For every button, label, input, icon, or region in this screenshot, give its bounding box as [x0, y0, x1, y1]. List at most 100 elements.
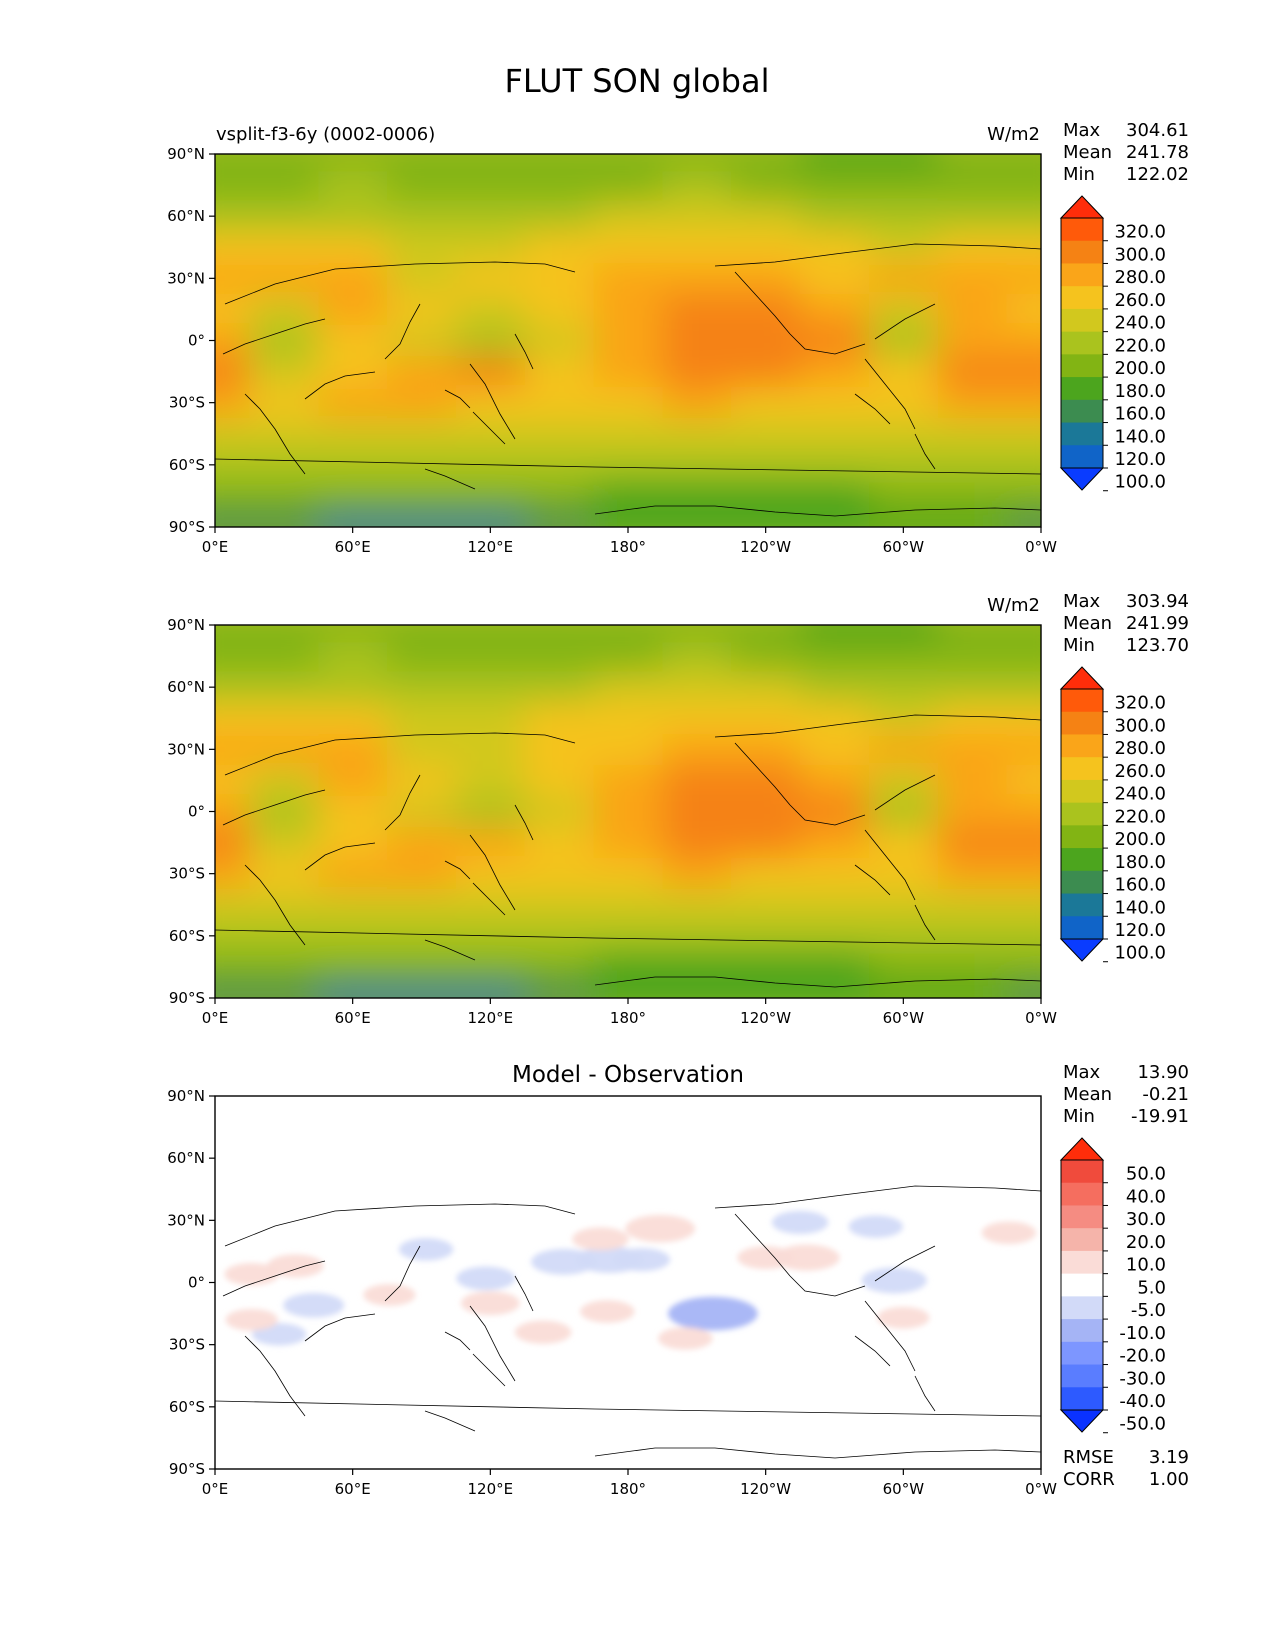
field-cell [731, 511, 802, 527]
stat-value: 303.94 [1126, 591, 1189, 612]
field-cell [800, 231, 870, 264]
field-cell [318, 702, 389, 735]
y-tick-label: 30°N [167, 1211, 205, 1229]
field-cell [800, 169, 870, 202]
colorbar-label: 5.0 [1137, 1277, 1166, 1298]
stat-value: 13.90 [1137, 1062, 1189, 1083]
field-cell [249, 154, 320, 171]
anomaly-patch [398, 1238, 454, 1261]
field-cell [593, 858, 664, 891]
field-cell [731, 951, 802, 984]
colorbar: 50.040.030.020.010.05.0-5.0-10.0-20.0-30… [1059, 1137, 1166, 1435]
field-cell [868, 640, 939, 673]
axis-ticks: 0°E 60°E 120°E 180° 120°W 60°W 0°W 90°N 60°N 30°N… [167, 145, 1057, 556]
field-layer [215, 625, 1041, 998]
colorbar-label: 20.0 [1126, 1232, 1166, 1253]
field-cell [662, 858, 733, 891]
field-cell [868, 356, 939, 389]
field-cell [593, 387, 664, 420]
field-cell [455, 982, 526, 998]
field-cell [455, 733, 526, 766]
field-cell [731, 231, 802, 264]
field-cell [215, 511, 251, 527]
field-cell [318, 169, 389, 202]
stat-value: 241.78 [1126, 142, 1189, 163]
field-cell [937, 702, 1008, 735]
x-tick-label: 0°W [1025, 538, 1057, 556]
field-cell [868, 625, 939, 642]
colorbar-label: -40.0 [1119, 1391, 1166, 1412]
field-cell [215, 356, 251, 389]
field-cell [318, 356, 389, 389]
field-cell [249, 449, 320, 482]
field-cell [731, 702, 802, 735]
colorbar-label: -10.0 [1119, 1323, 1166, 1344]
field-cell [387, 671, 457, 704]
field-cell [249, 511, 320, 527]
field-cell [524, 356, 595, 389]
colorbar-segment [1061, 1364, 1103, 1388]
field-cell [868, 511, 939, 527]
x-tick-label: 120°E [468, 1009, 514, 1027]
field-cell [937, 920, 1008, 953]
field-cell [937, 982, 1008, 998]
field-cell [455, 418, 526, 451]
field-cell [215, 418, 251, 451]
field-cell [800, 671, 870, 704]
field-cell [800, 858, 870, 891]
field-cell [662, 889, 733, 922]
field-cell [593, 640, 664, 673]
field-cell [318, 293, 389, 326]
field-cell [937, 293, 1008, 326]
colorbar-label: 160.0 [1114, 404, 1166, 425]
x-tick-label: 0°E [202, 1480, 229, 1498]
field-cell [455, 200, 526, 233]
field-cell [662, 418, 733, 451]
field-cell [1006, 293, 1041, 326]
anomaly-patch [774, 1244, 840, 1271]
y-tick-label: 0° [188, 803, 205, 821]
colorbar-extend-max [1059, 195, 1105, 219]
colorbar-label: 160.0 [1114, 875, 1166, 896]
field-cell [455, 154, 526, 171]
field-cell [1006, 951, 1041, 984]
field-cell [524, 200, 595, 233]
colorbar-label: 220.0 [1114, 806, 1166, 827]
x-tick-label: 60°E [335, 1009, 371, 1027]
colorbar-label: 180.0 [1114, 852, 1166, 873]
field-cell [215, 625, 251, 642]
anomaly-patch [981, 1221, 1037, 1244]
field-cell [868, 858, 939, 891]
field-cell [731, 324, 802, 358]
field-cell [318, 387, 389, 420]
x-tick-label: 120°W [740, 1480, 791, 1498]
colorbar-label: 120.0 [1114, 920, 1166, 941]
field-cell [800, 795, 870, 829]
stat-label: Min [1063, 635, 1095, 656]
field-cell [318, 625, 389, 642]
field-cell [800, 154, 870, 171]
field-cell [868, 795, 939, 829]
field-cell [1006, 733, 1041, 766]
field-cell [387, 733, 457, 766]
y-tick-label: 90°S [169, 518, 205, 536]
field-cell [318, 827, 389, 860]
colorbar-segment [1061, 308, 1103, 333]
y-tick-label: 30°S [169, 1336, 205, 1354]
colorbar-segment [1061, 377, 1103, 401]
field-cell [1006, 827, 1041, 860]
field-cell [800, 982, 870, 998]
colorbar-frame [1060, 688, 1104, 940]
colorbar-segment [1061, 263, 1103, 287]
y-tick-label: 60°S [169, 927, 205, 945]
x-tick-label: 0°W [1025, 1480, 1057, 1498]
field-cell [215, 733, 251, 766]
panel-units: W/m2 [987, 124, 1040, 145]
field-cell [662, 169, 733, 202]
field-cell [524, 293, 595, 326]
field-cell [937, 827, 1008, 860]
field-cell [249, 625, 320, 642]
stat-label: Min [1063, 164, 1095, 185]
colorbar-segment [1061, 445, 1103, 469]
stats-block: Max 13.90 Mean -0.21 Min -19.91 [1063, 1062, 1189, 1127]
